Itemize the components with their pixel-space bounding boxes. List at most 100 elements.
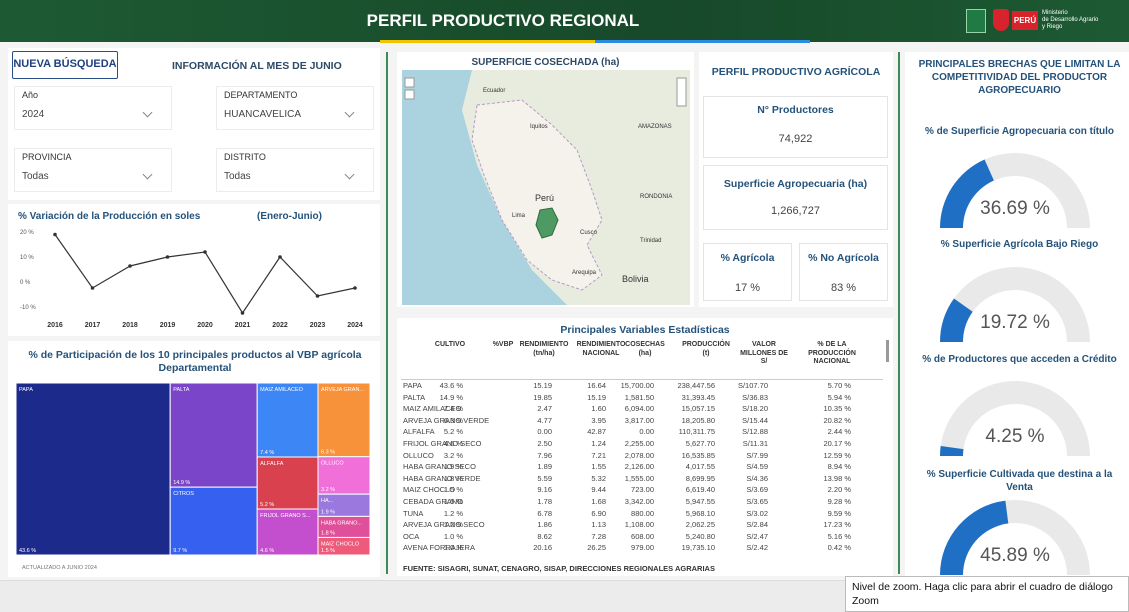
kpi-label: Superficie Agropecuaria (ha) (723, 178, 868, 190)
table-cell: 1.2 % (443, 508, 463, 518)
x-tick-label: 2017 (85, 322, 101, 329)
treemap-label: HA... (321, 498, 334, 504)
table-cell: 3,342.00 (624, 497, 654, 506)
line-point (165, 255, 170, 259)
scrollbar[interactable] (886, 340, 889, 362)
treemap-label: PALTA (173, 387, 190, 393)
table-cell: FRIJOL GRANO SECO (403, 439, 482, 448)
table-cell: 16.64 (587, 381, 606, 390)
table-cell: 1,108.00 (624, 520, 654, 530)
dropdown-value: HUANCAVELICA (224, 109, 302, 120)
dropdown[interactable] (14, 86, 172, 130)
table-cell: 5.59 (537, 473, 552, 483)
treemap: PAPA 43.6 % PALTA 14.9 % CITROS 9.7 % MAIZ AMI… (16, 383, 370, 555)
table-cell: 1.55 (591, 462, 606, 472)
treemap-label: CITROS (173, 491, 194, 497)
y-tick-label: 20 % (20, 230, 34, 236)
map-control[interactable] (404, 77, 415, 88)
table-cell: 2.47 (537, 404, 552, 414)
line-series (54, 234, 356, 315)
kpi-label: N° Productores (757, 104, 834, 116)
gauge-title: % de Superficie Agropecuaria con título (924, 126, 1115, 137)
dropdown-value: Todas (224, 171, 251, 182)
map-ocean (402, 70, 567, 305)
table-cell: 6,619.40 (685, 485, 715, 495)
table-header: COSECHAS (ha) (625, 341, 665, 357)
dropdown[interactable] (216, 148, 374, 192)
table-cell: 5,968.10 (685, 508, 715, 518)
table-cell: 7.96 (537, 450, 552, 460)
table-cell: 13.98 % (823, 473, 851, 483)
table-cell: 1.60 (591, 404, 606, 414)
table-cell: 5,627.70 (685, 439, 715, 448)
dropdown[interactable] (14, 148, 172, 192)
table-cell: 1.86 (537, 520, 552, 530)
dropdown-label: PROVINCIA (22, 152, 72, 162)
table-cell: S/4.59 (746, 462, 768, 472)
table-cell: 3.2 % (443, 450, 463, 460)
table-cell: 16,535.85 (681, 450, 715, 460)
table-rule (401, 379, 883, 380)
gauges-panel (905, 52, 1129, 578)
table-cell: 3.95 (591, 415, 606, 425)
header-stripe (380, 40, 810, 43)
table-cell: S/15.44 (742, 415, 768, 425)
map-title: SUPERFICIE COSECHADA (ha) (471, 57, 620, 68)
map (402, 70, 690, 305)
line-point (53, 232, 57, 237)
table-cell: CEBADA GRANO (403, 497, 464, 506)
treemap-value: 43.6 % (19, 548, 36, 554)
gauge-value (940, 159, 994, 228)
table-cell: 1.24 (591, 439, 606, 448)
treemap-value: 1.9 % (321, 509, 335, 515)
treemap-cell (256, 456, 319, 510)
kpi-value: 17 % (734, 282, 761, 294)
ministry-line: de Desarrollo Agrario (1042, 17, 1099, 23)
table-cell: S/3.65 (746, 497, 768, 506)
x-tick-label: 2024 (347, 322, 363, 329)
table-header: %VBP (492, 341, 514, 348)
table-cell: S/107.70 (737, 381, 768, 390)
table-cell: 9.59 % (827, 508, 851, 518)
line-point (128, 264, 132, 268)
ministry-line: y Riego (1042, 24, 1063, 30)
treemap-label: OLLUCO (321, 461, 344, 467)
line-point (315, 294, 320, 298)
treemap-label: FRIJOL GRANO S... (260, 513, 311, 519)
zoom-control[interactable] (676, 77, 687, 107)
map-control[interactable] (404, 89, 415, 100)
table-cell: MAIZ AMILACEO (403, 404, 462, 414)
table-cell: MAIZ CHOCLO (403, 485, 456, 495)
kpi-value: 83 % (830, 282, 857, 294)
map-label: Lima (512, 213, 526, 219)
excel-button[interactable] (966, 9, 986, 33)
table-cell: 1.78 (537, 497, 552, 506)
treemap-label: MAIZ CHOCLO (321, 541, 360, 547)
table-cell: ARVEJA GRANO SECO (403, 520, 485, 530)
table-cell: 723.00 (631, 485, 654, 495)
table-cell: 7.21 (591, 450, 606, 460)
table-cell: S/3.02 (746, 508, 768, 518)
line-panel (8, 204, 380, 336)
table-cell: 42.87 (587, 427, 606, 437)
table-cell: S/12.88 (742, 427, 768, 437)
table-cell: 2.20 % (827, 485, 851, 495)
table-cell: 7.4 % (443, 404, 463, 414)
dropdown[interactable] (216, 86, 374, 130)
table-cell: 10.35 % (823, 404, 851, 414)
table-cell: 1.68 (591, 497, 606, 506)
table-cell: 880.00 (631, 508, 654, 518)
table-cell: S/11.31 (742, 439, 768, 448)
table-cell: ALFALFA (403, 427, 435, 437)
zoom-tooltip: Nivel de zoom. Haga clic para abrir el c… (845, 576, 1129, 612)
line-point (353, 286, 357, 290)
treemap-cell (16, 383, 171, 555)
chart-title: % Variación de la Producción en soles (18, 211, 201, 222)
new-search-button[interactable]: NUEVA BÚSQUEDA (12, 51, 118, 79)
table-cell: AVENA FORRAJERA (403, 543, 475, 553)
table-panel (397, 318, 893, 576)
table-cell: 0.00 (537, 427, 552, 437)
table-cell: 18,205.80 (681, 415, 715, 425)
map-label: Trinidad (640, 238, 662, 244)
line-point (90, 286, 95, 290)
